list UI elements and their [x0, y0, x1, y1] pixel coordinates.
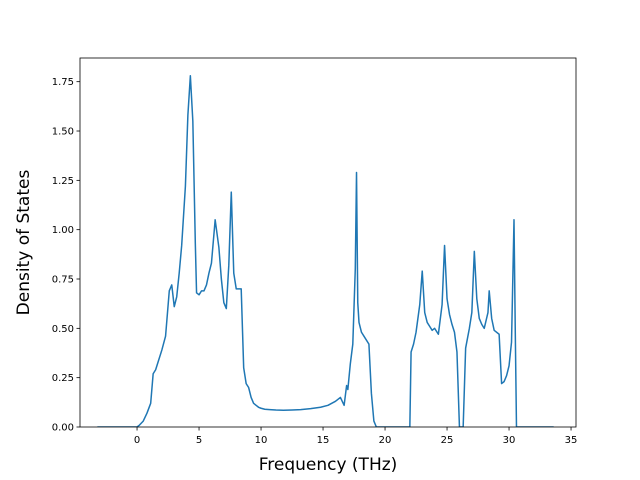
y-tick-label: 0.50 [52, 324, 74, 335]
y-tick-label: 0.25 [52, 373, 74, 384]
y-tick-label: 1.50 [52, 127, 74, 138]
x-tick-label: 15 [317, 435, 330, 446]
y-tick-label: 0.00 [52, 423, 74, 434]
dos-line-series-0 [97, 75, 554, 427]
y-axis-label: Density of States [14, 170, 34, 316]
x-tick-label: 30 [503, 435, 516, 446]
x-axis: 0 5 10 15 20 25 30 35 [134, 427, 578, 446]
x-tick-label: 20 [379, 435, 392, 446]
y-axis: 0.00 0.25 0.50 0.75 1.00 1.25 1.50 1.75 [52, 77, 80, 434]
y-tick-label: 0.75 [52, 275, 74, 286]
y-tick-label: 1.00 [52, 225, 74, 236]
x-tick-label: 25 [441, 435, 454, 446]
plot-area [97, 75, 554, 427]
plot-frame [79, 57, 577, 428]
x-tick-label: 0 [134, 435, 140, 446]
y-tick-label: 1.75 [52, 77, 74, 88]
x-tick-label: 10 [255, 435, 268, 446]
x-axis-label: Frequency (THz) [259, 455, 398, 475]
y-tick-label: 1.25 [52, 176, 74, 187]
x-tick-label: 5 [196, 435, 202, 446]
x-tick-label: 35 [565, 435, 578, 446]
